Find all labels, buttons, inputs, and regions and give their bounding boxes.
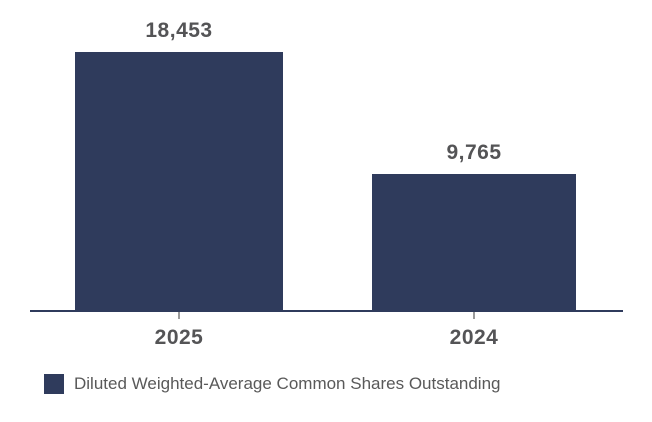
value-label-2025: 18,453	[145, 19, 213, 42]
category-label-2025: 2025	[154, 326, 204, 349]
legend-label: Diluted Weighted-Average Common Shares O…	[74, 374, 501, 393]
legend: Diluted Weighted-Average Common Shares O…	[44, 374, 501, 394]
axis-tick-2024	[473, 312, 475, 319]
bar-2024[interactable]	[372, 174, 576, 311]
legend-swatch-icon	[44, 374, 64, 394]
value-label-2024: 9,765	[446, 141, 502, 164]
bar-group-2025: 18,453	[75, 19, 283, 311]
category-label-2024: 2024	[449, 326, 499, 349]
axis-tick-2025	[178, 312, 180, 319]
x-axis-line	[30, 310, 623, 312]
bar-group-2024: 9,765	[372, 141, 576, 311]
bar-2025[interactable]	[75, 52, 283, 311]
